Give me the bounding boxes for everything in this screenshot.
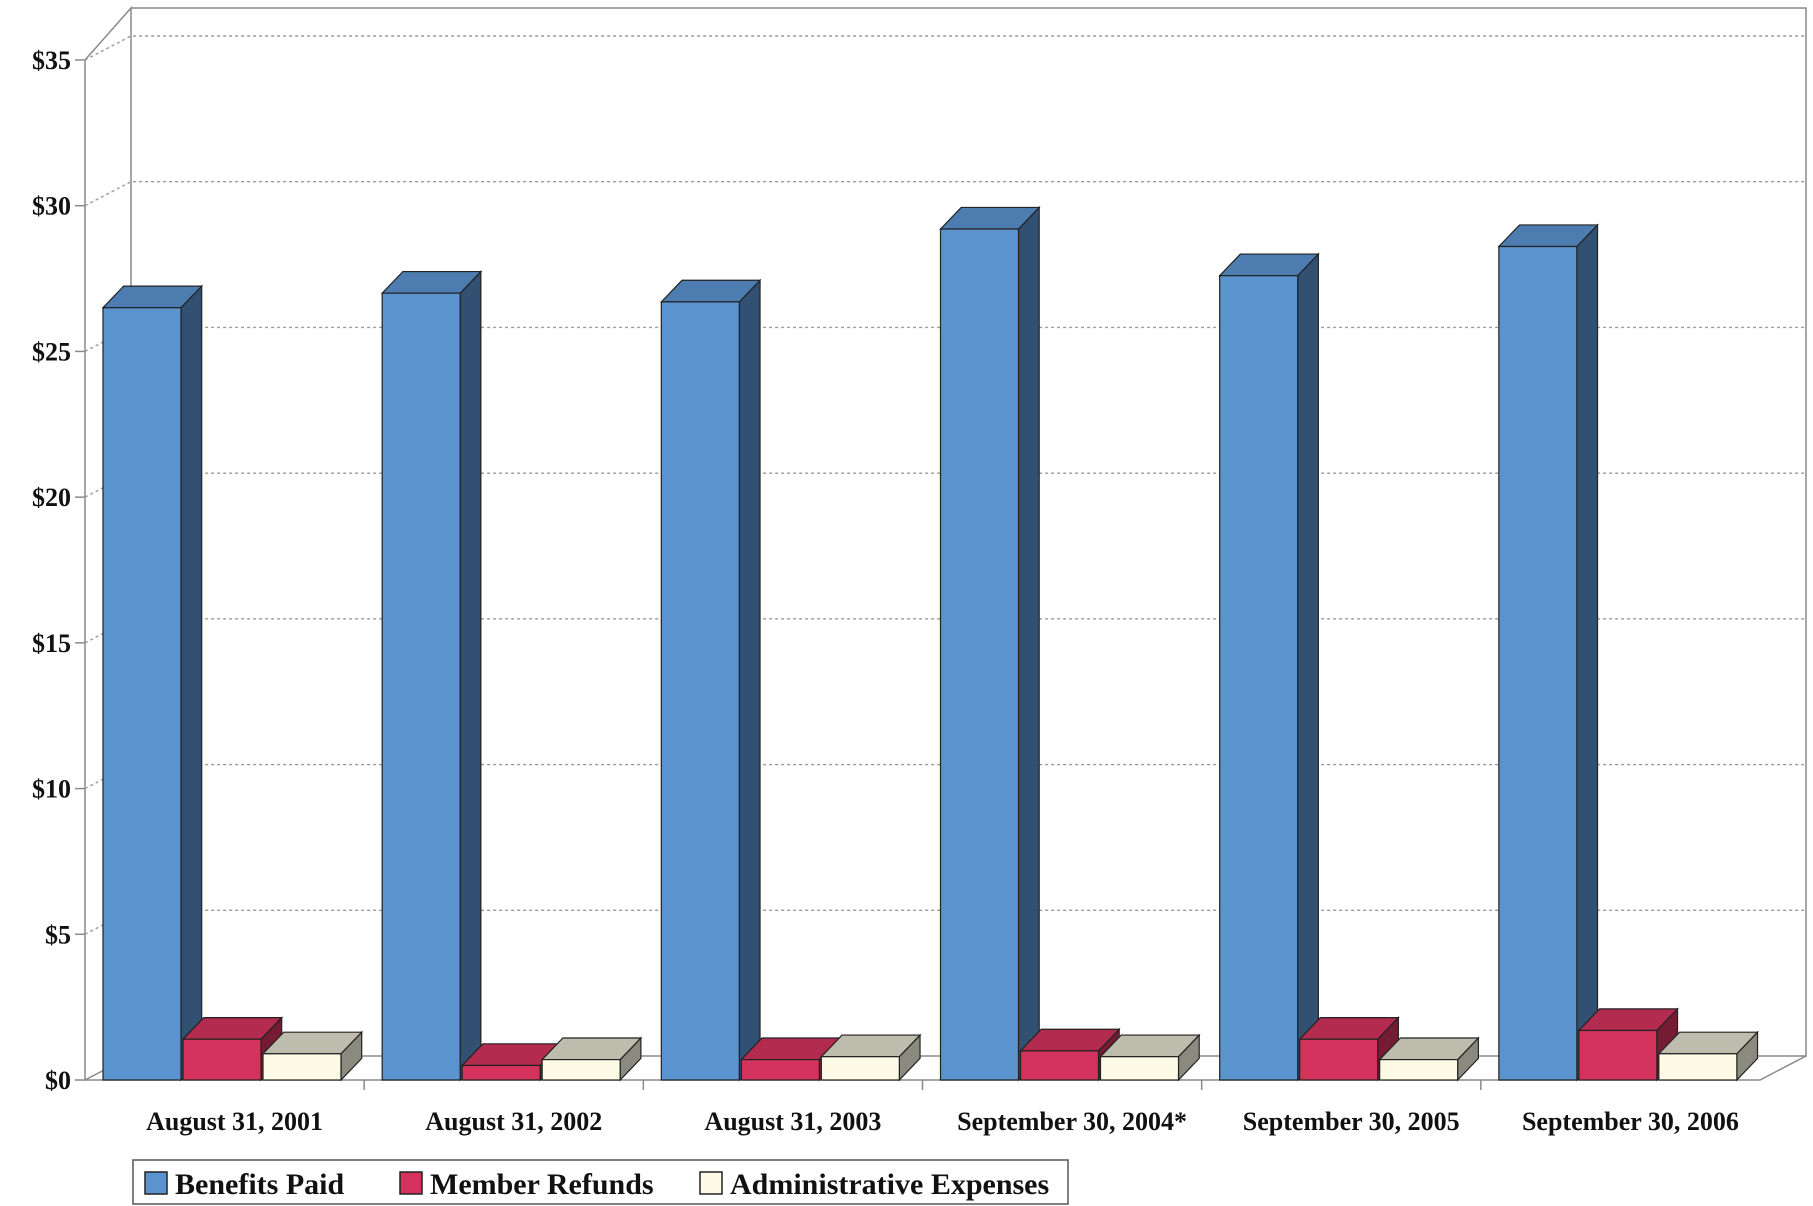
bar-front — [1299, 1038, 1379, 1081]
legend-box — [132, 1159, 1069, 1205]
bar-side — [459, 270, 482, 1082]
bar-front — [381, 292, 461, 1081]
bar-front — [1099, 1056, 1180, 1081]
y-tick-label: $0 — [45, 1066, 71, 1095]
bars — [101, 205, 1759, 1082]
y-tick-label: $30 — [32, 192, 71, 221]
legend-label: Member Refunds — [430, 1168, 654, 1201]
bar-side — [1297, 252, 1319, 1082]
bar — [819, 1033, 922, 1082]
legend: Benefits Paid Member Refunds Administrativ… — [132, 1159, 1069, 1205]
legend-swatch — [399, 1171, 423, 1195]
bar — [1497, 223, 1599, 1082]
bar-side — [1576, 223, 1599, 1082]
bar — [540, 1036, 643, 1082]
bar — [1378, 1036, 1480, 1082]
bar-front — [820, 1056, 900, 1081]
x-tick-label: August 31, 2003 — [704, 1107, 881, 1136]
gridline — [84, 181, 1806, 207]
bar — [659, 278, 762, 1082]
bar-front — [1019, 1050, 1100, 1081]
bar-front — [939, 228, 1020, 1081]
y-tick-label: $20 — [32, 483, 71, 512]
bar-front — [1658, 1053, 1738, 1081]
x-tick-label: August 31, 2001 — [146, 1107, 323, 1136]
bar — [101, 284, 204, 1082]
legend-label: Administrative Expenses — [730, 1168, 1049, 1201]
bar-front — [660, 301, 740, 1081]
legend-swatch — [699, 1171, 723, 1195]
bar-front — [1578, 1029, 1658, 1081]
bar-front — [461, 1064, 541, 1081]
y-tick-label: $15 — [32, 629, 71, 658]
x-tick-label: September 30, 2004* — [957, 1107, 1187, 1136]
x-tick-label: September 30, 2006 — [1522, 1107, 1739, 1136]
bar-front — [182, 1038, 262, 1081]
bar — [1298, 1016, 1400, 1082]
legend-swatch — [144, 1171, 168, 1195]
bar — [1099, 1033, 1201, 1082]
bar-side — [738, 278, 761, 1082]
x-tick-label: August 31, 2002 — [425, 1107, 602, 1136]
bar-front — [262, 1053, 342, 1081]
bar — [1657, 1030, 1759, 1082]
bar-side — [180, 284, 203, 1082]
bar-side — [1017, 205, 1040, 1082]
bar-front — [740, 1058, 820, 1081]
y-tick-label: $5 — [45, 920, 71, 949]
bar — [261, 1030, 364, 1082]
bar-front — [1498, 245, 1578, 1081]
bar — [1218, 252, 1320, 1082]
bar — [939, 205, 1041, 1082]
gridline — [84, 35, 1806, 61]
y-axis-ticks: $0 $5 $10 $15 $20 $25 $30 $35 — [32, 46, 85, 1095]
x-axis-categories: August 31, 2001 August 31, 2002 August 31,… — [146, 1080, 1739, 1136]
bar-front — [541, 1058, 621, 1081]
bar-front — [102, 307, 182, 1081]
y-tick-label: $10 — [32, 775, 71, 804]
bar-front — [1219, 275, 1299, 1081]
bar-front — [1379, 1058, 1459, 1081]
y-tick-label: $25 — [32, 337, 71, 366]
y-tick-label: $35 — [32, 46, 71, 75]
x-tick-label: September 30, 2005 — [1243, 1107, 1460, 1136]
legend-label: Benefits Paid — [175, 1168, 344, 1201]
bar — [380, 270, 483, 1082]
